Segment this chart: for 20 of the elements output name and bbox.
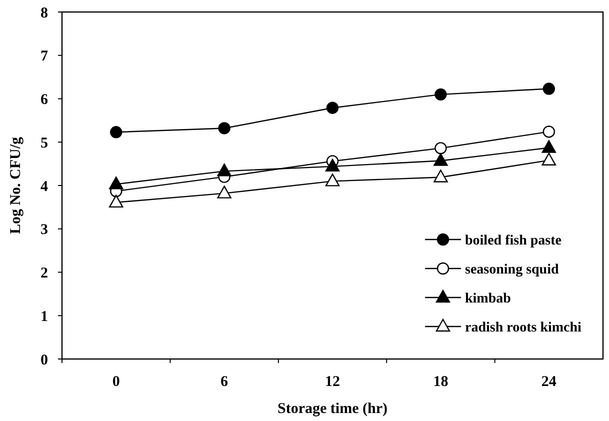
y-tick-label: 2 [40, 266, 48, 282]
y-tick-label: 3 [40, 222, 48, 238]
y-tick-label: 5 [40, 135, 48, 152]
y-tick-label: 4 [40, 178, 48, 195]
x-tick-label: 0 [112, 374, 120, 390]
x-tick-label: 18 [433, 374, 448, 390]
legend-label: seasoning squid [465, 262, 559, 278]
x-tick-label: 6 [220, 374, 229, 390]
x-tick-label: 12 [325, 374, 340, 390]
y-tick-label: 0 [40, 352, 48, 368]
x-axis-title: Storage time (hr) [278, 401, 388, 417]
legend-label: kimbab [465, 291, 512, 306]
y-tick-label: 7 [40, 48, 48, 65]
y-axis-title: Log No. CFU/g [8, 136, 24, 234]
x-tick-label: 24 [541, 374, 557, 390]
y-tick-label: 6 [40, 92, 48, 108]
y-tick-label: 1 [40, 308, 48, 325]
legend-label: boiled fish paste [465, 233, 562, 248]
y-tick-label: 8 [40, 5, 48, 22]
legend-label: radish roots kimchi [465, 320, 582, 336]
